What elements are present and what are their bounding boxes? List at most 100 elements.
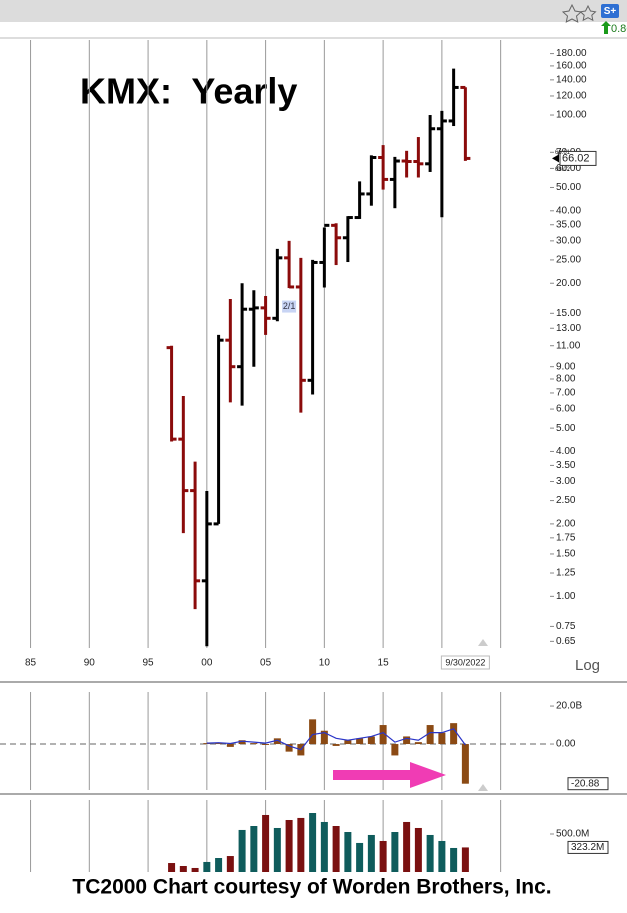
bar (450, 723, 458, 745)
bar (179, 865, 187, 872)
bar (262, 744, 270, 745)
bar (309, 813, 317, 872)
bar (273, 827, 281, 872)
y-tick-label: 1.25 (556, 568, 576, 579)
last-value-pointer (552, 154, 559, 163)
bar (414, 742, 422, 745)
y-tick-label: 120.00 (556, 91, 587, 102)
x-tick-label: 05 (260, 658, 272, 669)
date-label-box (440, 655, 490, 670)
bar (403, 821, 411, 872)
y-tick-label: 60.00 (556, 163, 581, 174)
bar (226, 744, 234, 747)
scroll-marker (478, 784, 488, 791)
favorites-star[interactable] (579, 4, 597, 22)
date-label: 9/30/2022 (445, 657, 485, 667)
bar (250, 743, 258, 745)
last-value: 66.02 (562, 152, 590, 164)
bar (438, 840, 446, 872)
bar (309, 719, 317, 745)
scroll-marker (478, 639, 488, 646)
bar (450, 847, 458, 872)
y-tick-label: 0.65 (556, 636, 576, 647)
last-value-box (559, 150, 597, 166)
y-tick-label: 7.00 (556, 388, 576, 399)
bar (297, 817, 305, 872)
y-tick-label: 2.50 (556, 495, 576, 506)
bar (344, 832, 352, 872)
bar (356, 842, 364, 872)
bar (356, 738, 364, 745)
bar (344, 740, 352, 745)
bar (285, 819, 293, 872)
bar (250, 826, 258, 872)
bar (262, 814, 270, 872)
y-tick-label: 25.00 (556, 255, 581, 266)
y-tick-label: 9.00 (556, 361, 576, 372)
bar (320, 821, 328, 872)
x-tick-label: 95 (143, 658, 155, 669)
indicator-line (206, 728, 466, 751)
bar (203, 743, 211, 745)
y-tick-label: 15.00 (556, 308, 581, 319)
y-tick-label: 35.00 (556, 219, 581, 230)
quote-change: 0.86 (611, 23, 627, 35)
extension-badge[interactable] (601, 4, 619, 18)
last-value-box (567, 840, 609, 854)
y-tick-label: 0.75 (556, 621, 576, 632)
bar (379, 725, 387, 745)
chart-title: KMX: Yearly (80, 71, 297, 112)
last-value: 323.2M (571, 842, 604, 853)
y-tick-label: 8.00 (556, 374, 576, 385)
y-tick-label: 6.00 (556, 404, 576, 415)
annotation-box (282, 300, 297, 313)
bookmark-star[interactable] (561, 3, 583, 23)
x-tick-label: 90 (84, 658, 96, 669)
bar (332, 744, 340, 746)
bar (332, 826, 340, 872)
bar (203, 861, 211, 872)
bar (403, 736, 411, 745)
y-tick-label: 20.0B (556, 701, 582, 712)
y-tick-label: 2.00 (556, 519, 576, 530)
small-label: 66.02 (555, 167, 571, 173)
bar (379, 840, 387, 872)
bar (391, 744, 399, 756)
y-tick-label: 180.00 (556, 48, 587, 59)
bar (320, 730, 328, 745)
bar (191, 867, 199, 872)
highlight-arrow (333, 762, 446, 788)
y-tick-label: 500.0M (556, 829, 589, 840)
bar (273, 738, 281, 745)
y-tick-label: 40.00 (556, 205, 581, 216)
bar (391, 832, 399, 872)
x-tick-label: 85 (25, 658, 37, 669)
y-tick-label: 4.00 (556, 446, 576, 457)
y-tick-label: 50.00 (556, 182, 581, 193)
y-tick-label: 20.00 (556, 278, 581, 289)
y-tick-label: 1.75 (556, 532, 576, 543)
y-tick-label: 30.00 (556, 236, 581, 247)
bar (238, 829, 246, 872)
footer-credit: TC2000 Chart courtesy of Worden Brothers… (72, 876, 551, 899)
bar (461, 847, 469, 872)
y-tick-label: 100.00 (556, 110, 587, 121)
scale-label[interactable]: Log (575, 657, 600, 674)
bar (215, 743, 223, 745)
up-arrow (601, 21, 611, 34)
y-tick-label: 0.00 (556, 739, 576, 750)
bar (226, 856, 234, 872)
bar (168, 863, 176, 872)
y-tick-label: 1.50 (556, 549, 576, 560)
y-tick-label: 11.00 (556, 340, 581, 351)
browser-toolbar (0, 0, 627, 22)
annotation: 2/1 (283, 301, 296, 311)
bar (238, 740, 246, 745)
y-tick-label: 140.00 (556, 74, 587, 85)
bar (414, 827, 422, 872)
y-tick-label: 160.00 (556, 61, 587, 72)
bar (426, 834, 434, 872)
y-tick-label: 13.00 (556, 323, 581, 334)
badge-text: S+ (604, 6, 617, 17)
